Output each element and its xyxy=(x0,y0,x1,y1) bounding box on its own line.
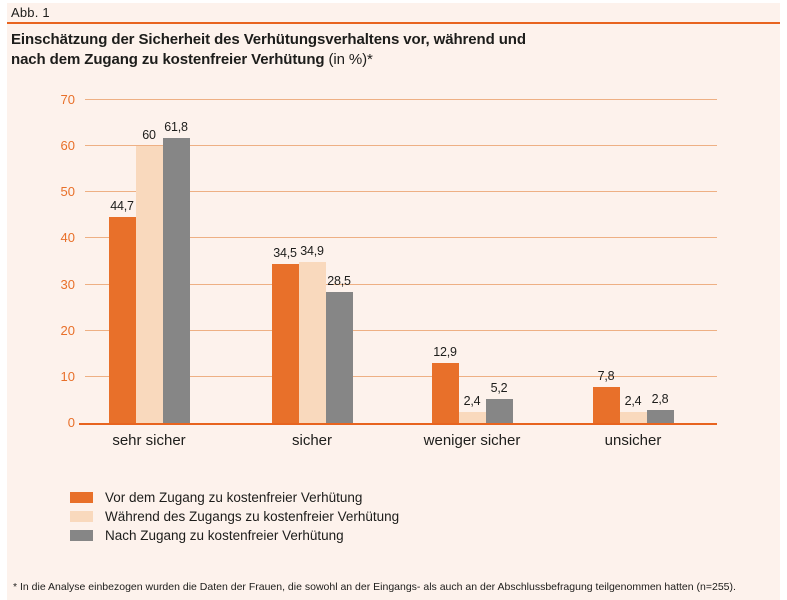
bar-value-label: 34,5 xyxy=(273,245,297,260)
legend-swatch-gray xyxy=(70,530,93,541)
bar xyxy=(431,363,459,423)
gridline xyxy=(85,283,717,285)
bar-value-label: 61,8 xyxy=(164,119,188,134)
bar xyxy=(592,387,620,423)
legend-label: Während des Zugangs zu kostenfreier Verh… xyxy=(105,509,400,524)
bar-value-label: 44,7 xyxy=(110,198,134,213)
bar xyxy=(325,291,353,423)
bar xyxy=(298,261,326,423)
x-axis-line xyxy=(79,423,85,425)
y-axis-tick-label: 50 xyxy=(60,184,75,200)
bar-value-label: 34,9 xyxy=(300,243,324,258)
bar xyxy=(619,411,647,423)
y-axis-tick-label: 60 xyxy=(60,138,75,154)
category-label: sehr sicher xyxy=(112,432,186,449)
legend: Vor dem Zugang zu kostenfreier Verhütung… xyxy=(70,488,399,545)
figure-title: Einschätzung der Sicherheit des Verhütun… xyxy=(11,30,526,70)
legend-label: Nach Zugang zu kostenfreier Verhütung xyxy=(105,528,344,543)
bar-value-label: 28,5 xyxy=(327,273,351,288)
gridline xyxy=(85,237,717,239)
legend-item-waehrend: Während des Zugangs zu kostenfreier Verh… xyxy=(70,507,399,526)
bar-value-label: 5,2 xyxy=(490,381,508,396)
bar xyxy=(271,263,299,423)
header-divider xyxy=(7,22,780,24)
bar xyxy=(135,146,163,423)
bar-value-label: 2,4 xyxy=(624,393,642,408)
gridline xyxy=(85,191,717,193)
bar xyxy=(646,410,674,423)
gridline xyxy=(85,375,717,377)
bar xyxy=(458,411,486,423)
bar xyxy=(162,137,190,423)
y-axis-tick-label: 70 xyxy=(60,92,75,107)
y-axis-tick-label: 0 xyxy=(67,415,75,430)
figure-title-line2: nach dem Zugang zu kostenfreier Verhütun… xyxy=(11,51,325,68)
legend-swatch-peach xyxy=(70,511,93,522)
legend-label: Vor dem Zugang zu kostenfreier Verhütung xyxy=(105,490,363,505)
figure-label: Abb. 1 xyxy=(11,5,50,20)
legend-item-nach: Nach Zugang zu kostenfreier Verhütung xyxy=(70,526,399,545)
bar-value-label: 60 xyxy=(142,128,156,143)
bar xyxy=(485,399,513,423)
bar-value-label: 12,9 xyxy=(433,345,457,360)
legend-item-vor: Vor dem Zugang zu kostenfreier Verhütung xyxy=(70,488,399,507)
legend-swatch-orange xyxy=(70,492,93,503)
bar-value-label: 2,4 xyxy=(463,393,481,408)
figure-title-suffix: (in %)* xyxy=(328,51,373,68)
gridline xyxy=(85,145,717,147)
bar-value-label: 2,8 xyxy=(651,392,669,407)
gridline xyxy=(85,329,717,331)
footnote: * In die Analyse einbezogen wurden die D… xyxy=(13,581,736,593)
category-label: weniger sicher xyxy=(423,432,521,449)
bar xyxy=(108,216,136,423)
figure-title-line1: Einschätzung der Sicherheit des Verhütun… xyxy=(11,31,526,48)
figure-panel: Abb. 1 Einschätzung der Sicherheit des V… xyxy=(7,3,780,600)
y-axis-tick-label: 20 xyxy=(60,322,75,338)
bar-value-label: 7,8 xyxy=(597,369,615,384)
y-axis-tick-label: 30 xyxy=(60,276,75,292)
category-label: unsicher xyxy=(604,432,662,449)
y-axis-tick-label: 10 xyxy=(60,368,75,384)
category-label: sicher xyxy=(291,432,332,449)
plot-area: 0 10 20 30 40 50 60 70 44,7 34,5 12,9 7,8 60 34,9 2,4 2… xyxy=(61,92,717,449)
gridline xyxy=(85,99,717,100)
y-axis-tick-label: 40 xyxy=(60,230,75,246)
